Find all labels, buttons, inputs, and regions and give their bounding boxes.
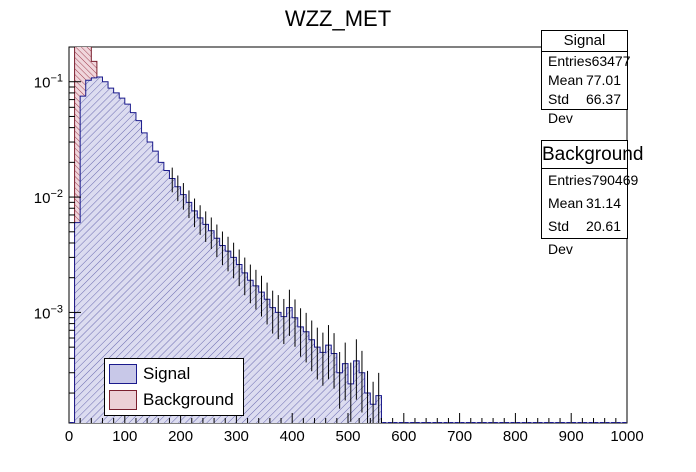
x-tick-label: 100 xyxy=(112,428,137,445)
background-stats-stddev: Std Dev 20.61 xyxy=(542,215,627,257)
x-tick-label: 700 xyxy=(447,428,472,445)
x-tick-label: 200 xyxy=(168,428,193,445)
stat-label: Entries xyxy=(548,172,592,188)
x-tick-label: 600 xyxy=(391,428,416,445)
signal-stats-title: Signal xyxy=(542,31,627,52)
x-tick-label: 900 xyxy=(559,428,584,445)
background-stats-title: Background xyxy=(542,141,643,169)
background-stats-mean: Mean 31.14 xyxy=(542,192,627,215)
signal-stats-mean: Mean 77.01 xyxy=(542,71,627,90)
stat-value: 63477 xyxy=(591,53,631,69)
legend-entry-signal: Signal xyxy=(109,363,190,385)
x-tick-label: 800 xyxy=(503,428,528,445)
x-axis: 0 100 200 300 400 500 600 700 800 900 1000 xyxy=(65,413,644,445)
y-tick-label: 10−3 xyxy=(34,303,63,322)
y-axis: 10−1 10−2 10−3 xyxy=(34,46,81,394)
stat-label: Std Dev xyxy=(548,91,573,126)
x-tick-label: 1000 xyxy=(610,428,643,445)
legend-label-background: Background xyxy=(143,390,234,409)
signal-histogram-fill xyxy=(69,76,627,423)
legend-swatch-signal xyxy=(109,364,137,384)
signal-stats-entries: Entries 63477 xyxy=(542,52,631,71)
background-stats-entries: Entries 790469 xyxy=(542,169,638,192)
signal-histogram-outline xyxy=(69,76,627,423)
signal-stats-box: Signal Entries 63477 Mean 77.01 Std Dev … xyxy=(541,30,631,126)
legend: Signal Background xyxy=(104,358,244,416)
stat-value: 790469 xyxy=(591,172,639,188)
stat-value: 66.37 xyxy=(585,91,621,107)
legend-swatch-background xyxy=(109,390,137,410)
y-tick-label: 10−1 xyxy=(34,73,63,92)
x-tick-label: 300 xyxy=(224,428,249,445)
x-tick-label: 0 xyxy=(65,428,73,445)
legend-label-signal: Signal xyxy=(143,364,191,383)
stat-label: Mean xyxy=(548,72,584,88)
x-tick-label: 500 xyxy=(335,428,360,445)
stat-value: 31.14 xyxy=(585,195,621,211)
stat-label: Std Dev xyxy=(548,218,573,257)
y-tick-label: 10−2 xyxy=(34,188,63,207)
stat-label: Entries xyxy=(548,53,592,69)
signal-stats-stddev: Std Dev 66.37 xyxy=(542,90,627,126)
chart-title: WZZ_MET xyxy=(285,6,391,31)
stat-label: Mean xyxy=(548,195,584,211)
x-tick-label: 400 xyxy=(280,428,305,445)
legend-entry-background: Background xyxy=(109,389,234,411)
background-stats-box: Background Entries 790469 Mean 31.14 Std… xyxy=(541,140,643,257)
stat-value: 77.01 xyxy=(585,72,621,88)
stat-value: 20.61 xyxy=(585,218,621,234)
